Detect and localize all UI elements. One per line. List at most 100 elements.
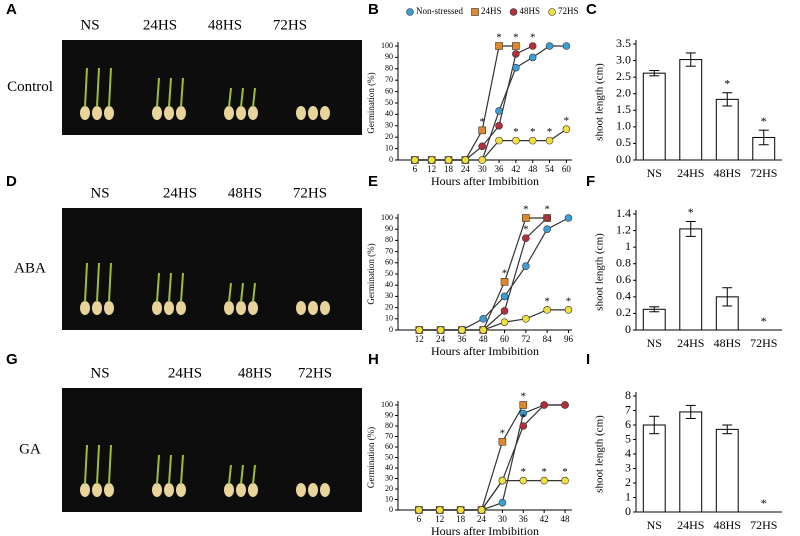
series-line	[418, 404, 524, 511]
x-tick-label: 72HS	[750, 336, 777, 350]
y-tick-label: 40	[385, 280, 393, 289]
point	[415, 506, 423, 514]
error-bar	[722, 92, 733, 107]
x-tick-label: 36	[519, 514, 529, 524]
point	[564, 306, 573, 314]
seed	[308, 301, 318, 315]
y-tick-label: 10	[385, 143, 393, 152]
shoot	[96, 444, 100, 485]
shoot	[228, 464, 232, 485]
point	[528, 53, 537, 62]
x-tick-label: 12	[427, 164, 436, 174]
y-tick-label: 3.0	[616, 52, 631, 66]
seed	[92, 483, 102, 497]
point	[458, 326, 466, 334]
x-tick-label: 72HS	[750, 518, 777, 532]
shoot	[96, 67, 100, 108]
y-tick-label: 1	[625, 239, 631, 253]
point	[545, 42, 554, 50]
shoot	[240, 282, 244, 303]
shoot	[156, 77, 160, 108]
y-tick-label: 10	[385, 314, 393, 323]
x-tick-label: 18	[456, 514, 466, 524]
error-bar	[685, 220, 696, 237]
y-tick-label: 1.0	[616, 119, 631, 133]
x-tick-label: 24	[461, 164, 471, 174]
x-tick-label: 54	[545, 164, 555, 174]
seed	[152, 301, 162, 315]
series-line	[418, 404, 566, 511]
point	[519, 422, 528, 430]
shoot	[228, 282, 232, 303]
shoot	[84, 67, 88, 108]
y-tick-label: 7	[625, 402, 631, 416]
point	[495, 122, 503, 130]
point	[498, 476, 507, 485]
column-label: NS	[80, 17, 99, 33]
y-tick-label: 0	[625, 504, 631, 518]
column-label: 72HS	[298, 365, 332, 381]
point	[519, 476, 528, 485]
point	[479, 314, 488, 323]
series-line	[414, 128, 567, 161]
seed	[104, 301, 114, 315]
panel-letter: H	[368, 351, 379, 368]
y-tick-label: 1	[625, 489, 631, 503]
seed	[224, 106, 234, 120]
point	[519, 409, 528, 418]
y-tick-label: 0	[389, 155, 393, 164]
x-tick-label: 30	[498, 514, 508, 524]
row-label: GA	[19, 441, 41, 457]
shoot	[108, 444, 112, 485]
legend-swatch	[548, 8, 556, 16]
seed	[236, 301, 246, 315]
x-tick-label: 48	[479, 334, 489, 344]
x-tick-label: 96	[564, 334, 574, 344]
significance-mark: *	[564, 115, 570, 127]
point	[545, 136, 554, 145]
x-tick-label: 24	[436, 334, 446, 344]
x-tick-label: 18	[444, 164, 454, 174]
row-label: ABA	[14, 260, 46, 276]
y-tick-label: 0.8	[616, 255, 631, 269]
y-tick-label: 1.2	[616, 222, 631, 236]
point	[478, 142, 486, 151]
point	[562, 125, 571, 134]
series-line	[418, 480, 566, 511]
x-tick-label: NS	[647, 518, 662, 532]
panel-letter: B	[368, 1, 379, 18]
significance-mark: *	[544, 295, 550, 307]
point	[444, 156, 453, 164]
y-tick-label: 50	[385, 269, 393, 278]
x-tick-label: 72HS	[750, 166, 777, 180]
significance-mark: *	[496, 32, 502, 44]
x-tick-label: 12	[435, 514, 444, 524]
y-tick-label: 40	[385, 109, 393, 118]
seed	[92, 301, 102, 315]
x-tick-label: 48	[561, 514, 571, 524]
point	[512, 42, 520, 50]
seed	[248, 301, 258, 315]
shoot	[84, 262, 88, 303]
seed	[296, 301, 306, 315]
seed	[80, 106, 90, 120]
column-label: 48HS	[228, 185, 262, 201]
x-tick-label: 24	[477, 514, 487, 524]
error-bar	[649, 70, 660, 77]
y-tick-label: 1.5	[616, 102, 631, 116]
point	[500, 278, 509, 286]
x-tick-label: NS	[647, 166, 662, 180]
point	[500, 307, 509, 315]
seed	[296, 483, 306, 497]
y-tick-label: 8	[625, 388, 631, 402]
seed	[296, 106, 306, 120]
y-tick-label: 100	[381, 213, 393, 222]
shoot	[228, 87, 232, 108]
significance-mark: *	[513, 126, 519, 138]
y-tick-label: 0	[389, 325, 393, 334]
significance-mark: *	[688, 205, 694, 219]
y-tick-label: 0	[625, 322, 631, 336]
x-tick-label: 60	[562, 164, 572, 174]
shoot	[252, 464, 256, 485]
